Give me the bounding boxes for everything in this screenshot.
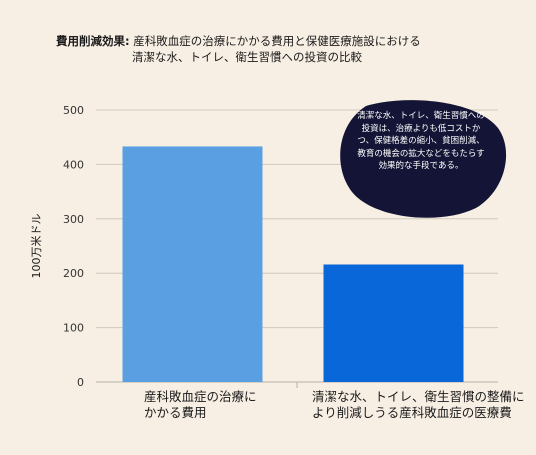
annotation-bubble: 清潔な水、トイレ、衛生習慣への投資は、治療よりも低コストかつ、保健格差の縮小、貧… — [336, 98, 508, 218]
y-tick-label: 300 — [63, 213, 84, 226]
y-tick-label: 400 — [63, 158, 84, 171]
y-tick-label: 200 — [63, 267, 84, 280]
y-tick-label: 100 — [63, 322, 84, 335]
chart-title: 費用削減効果: 産科敗血症の治療にかかる費用と保健医療施設における 清潔な水、ト… — [56, 33, 526, 65]
bar — [122, 146, 263, 382]
y-tick-label: 0 — [77, 376, 84, 389]
x-tick-label: 清潔な水、トイレ、衛生習慣の整備に より削減しうる産科敗血症の医療費 — [312, 389, 525, 421]
x-tick-label-line: かかる費用 — [144, 405, 207, 420]
x-tick-label: 産科敗血症の治療に かかる費用 — [144, 389, 257, 421]
title-line-1: 産科敗血症の治療にかかる費用と保健医療施設における — [133, 34, 421, 48]
title-lead: 費用削減効果: — [56, 34, 130, 48]
bar — [323, 264, 464, 382]
bubble-shape — [340, 100, 507, 218]
x-tick-label-line: 産科敗血症の治療に — [144, 389, 257, 404]
x-tick-label-line: 清潔な水、トイレ、衛生習慣の整備に — [312, 389, 525, 404]
y-tick-label: 500 — [63, 104, 84, 117]
x-tick-label-line: より削減しうる産科敗血症の医療費 — [312, 405, 512, 420]
annotation-text: 清潔な水、トイレ、衛生習慣への投資は、治療よりも低コストかつ、保健格差の縮小、貧… — [357, 111, 485, 171]
title-line-2: 清潔な水、トイレ、衛生習慣への投資の比較 — [132, 50, 362, 64]
